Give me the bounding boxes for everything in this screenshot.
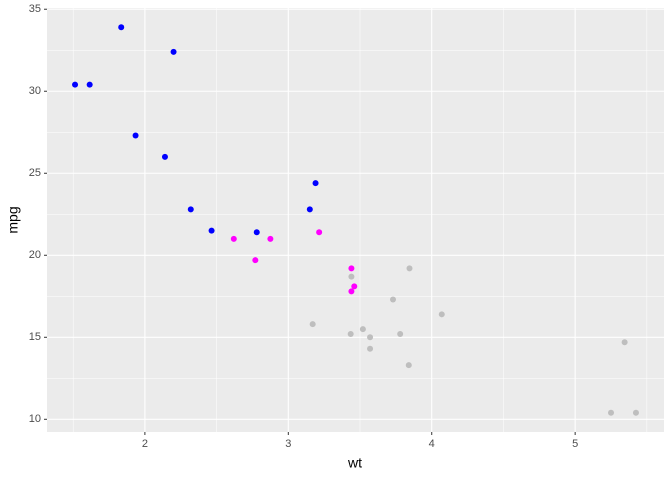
point bbox=[632, 409, 639, 416]
point bbox=[187, 206, 194, 213]
y-tick-label: 15 bbox=[29, 331, 41, 343]
point bbox=[438, 311, 445, 318]
point bbox=[170, 48, 177, 55]
point bbox=[347, 330, 354, 337]
point bbox=[86, 81, 93, 88]
point bbox=[348, 273, 355, 280]
point bbox=[405, 362, 412, 369]
y-tick-label: 10 bbox=[29, 413, 41, 425]
point bbox=[118, 24, 125, 31]
point bbox=[348, 288, 355, 295]
point bbox=[253, 229, 260, 236]
point bbox=[621, 339, 628, 346]
x-tick-label: 3 bbox=[285, 438, 291, 450]
y-axis-title: mpg bbox=[5, 206, 21, 233]
x-tick-label: 4 bbox=[429, 438, 435, 450]
point bbox=[132, 132, 139, 139]
point bbox=[397, 330, 404, 337]
point bbox=[230, 235, 237, 242]
point bbox=[367, 334, 374, 341]
point bbox=[306, 206, 313, 213]
x-tick-label: 2 bbox=[142, 438, 148, 450]
point bbox=[267, 235, 274, 242]
point bbox=[312, 180, 319, 187]
point bbox=[390, 296, 397, 303]
point bbox=[406, 265, 413, 272]
x-tick-label: 5 bbox=[572, 438, 578, 450]
point bbox=[316, 229, 323, 236]
point bbox=[309, 321, 316, 328]
x-axis-title: wt bbox=[347, 455, 362, 471]
point bbox=[367, 345, 374, 352]
point bbox=[252, 257, 259, 264]
point bbox=[348, 265, 355, 272]
point bbox=[208, 227, 215, 234]
point bbox=[72, 81, 79, 88]
y-tick-label: 35 bbox=[29, 3, 41, 15]
point bbox=[608, 409, 615, 416]
y-tick-label: 30 bbox=[29, 85, 41, 97]
point bbox=[161, 153, 168, 160]
point bbox=[351, 283, 358, 290]
panel bbox=[47, 8, 664, 432]
y-tick-label: 25 bbox=[29, 167, 41, 179]
point bbox=[359, 326, 366, 333]
y-tick-label: 20 bbox=[29, 249, 41, 261]
